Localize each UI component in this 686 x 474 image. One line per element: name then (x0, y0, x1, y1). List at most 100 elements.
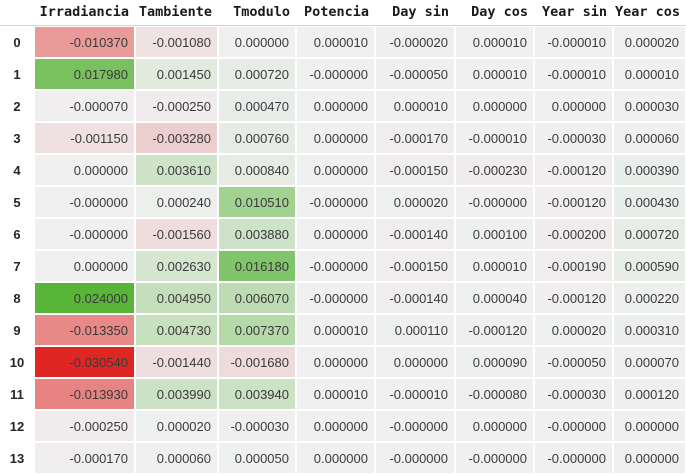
column-header-potencia: Potencia (296, 0, 375, 26)
row-index: 10 (0, 346, 34, 378)
cell: 0.001450 (135, 58, 218, 90)
cell: -0.000120 (455, 314, 534, 346)
cell: 0.000470 (218, 90, 296, 122)
row-index: 4 (0, 154, 34, 186)
cell: 0.004950 (135, 282, 218, 314)
cell: -0.000000 (534, 410, 613, 442)
cell: -0.000070 (34, 90, 135, 122)
cell: -0.000190 (534, 250, 613, 282)
cell: 0.000060 (135, 442, 218, 474)
cell: -0.030540 (34, 346, 135, 378)
header-row: Irradiancia Tambiente Tmodulo Potencia Day s… (0, 0, 686, 26)
cell: 0.000030 (613, 90, 686, 122)
cell: -0.000000 (296, 250, 375, 282)
row-index: 3 (0, 122, 34, 154)
row-index: 12 (0, 410, 34, 442)
table-row: 5 -0.000000 0.000240 0.010510 -0.000000 0.000… (0, 186, 686, 218)
cell: -0.000120 (534, 186, 613, 218)
cell: 0.017980 (34, 58, 135, 90)
row-index: 5 (0, 186, 34, 218)
cell: -0.013930 (34, 378, 135, 410)
index-header (0, 0, 34, 26)
cell: -0.000020 (375, 26, 455, 58)
table-row: 8 0.024000 0.004950 0.006070 -0.000000 -0.000… (0, 282, 686, 314)
cell: 0.000060 (613, 122, 686, 154)
cell: 0.000760 (218, 122, 296, 154)
cell: -0.000230 (455, 154, 534, 186)
cell: 0.000010 (455, 58, 534, 90)
cell: 0.000000 (296, 218, 375, 250)
cell: -0.000080 (455, 378, 534, 410)
cell: 0.000020 (135, 410, 218, 442)
cell: -0.000000 (296, 282, 375, 314)
cell: 0.000000 (534, 90, 613, 122)
row-index: 13 (0, 442, 34, 474)
cell: 0.016180 (218, 250, 296, 282)
cell: -0.000000 (296, 186, 375, 218)
cell: 0.000590 (613, 250, 686, 282)
cell: 0.004730 (135, 314, 218, 346)
cell: 0.000720 (613, 218, 686, 250)
table-body: 0 -0.010370 -0.001080 0.000000 0.000010 -0.00… (0, 26, 686, 474)
cell: -0.000030 (218, 410, 296, 442)
cell: 0.000000 (296, 122, 375, 154)
table-row: 4 0.000000 0.003610 0.000840 0.000000 -0.0001… (0, 154, 686, 186)
cell: 0.000010 (613, 58, 686, 90)
cell: 0.000000 (296, 410, 375, 442)
cell: -0.000000 (375, 410, 455, 442)
cell: 0.000000 (375, 346, 455, 378)
table-row: 12 -0.000250 0.000020 -0.000030 0.000000 -0.0… (0, 410, 686, 442)
cell: -0.000120 (534, 154, 613, 186)
cell: 0.000010 (455, 26, 534, 58)
cell: 0.003880 (218, 218, 296, 250)
cell: 0.000010 (375, 90, 455, 122)
cell: -0.000000 (375, 442, 455, 474)
table-row: 0 -0.010370 -0.001080 0.000000 0.000010 -0.00… (0, 26, 686, 58)
row-index: 9 (0, 314, 34, 346)
cell: -0.000150 (375, 154, 455, 186)
cell: -0.000000 (34, 218, 135, 250)
cell: 0.000220 (613, 282, 686, 314)
cell: -0.000150 (375, 250, 455, 282)
cell: 0.000000 (455, 90, 534, 122)
cell: 0.000720 (218, 58, 296, 90)
table-row: 3 -0.001150 -0.003280 0.000760 0.000000 -0.00… (0, 122, 686, 154)
cell: 0.003610 (135, 154, 218, 186)
cell: -0.000170 (34, 442, 135, 474)
cell: -0.000050 (534, 346, 613, 378)
cell: 0.000040 (455, 282, 534, 314)
cell: 0.024000 (34, 282, 135, 314)
column-header-day-sin: Day sin (375, 0, 455, 26)
column-header-year-sin: Year sin (534, 0, 613, 26)
table-row: 13 -0.000170 0.000060 0.000050 0.000000 -0.00… (0, 442, 686, 474)
cell: -0.000010 (455, 122, 534, 154)
cell: 0.000390 (613, 154, 686, 186)
cell: 0.000840 (218, 154, 296, 186)
row-index: 1 (0, 58, 34, 90)
cell: 0.000070 (613, 346, 686, 378)
cell: 0.000000 (613, 410, 686, 442)
cell: 0.000010 (296, 314, 375, 346)
table-row: 10 -0.030540 -0.001440 -0.001680 0.000000 0.0… (0, 346, 686, 378)
cell: -0.000030 (534, 378, 613, 410)
cell: -0.000140 (375, 282, 455, 314)
cell: -0.001680 (218, 346, 296, 378)
cell: 0.000110 (375, 314, 455, 346)
cell: 0.000240 (135, 186, 218, 218)
cell: 0.000120 (613, 378, 686, 410)
table-row: 6 -0.000000 -0.001560 0.003880 0.000000 -0.00… (0, 218, 686, 250)
cell: -0.000250 (34, 410, 135, 442)
cell: -0.000200 (534, 218, 613, 250)
cell: -0.000050 (375, 58, 455, 90)
cell: -0.000010 (534, 26, 613, 58)
cell: -0.000170 (375, 122, 455, 154)
cell: 0.000430 (613, 186, 686, 218)
cell: -0.001150 (34, 122, 135, 154)
cell: 0.000000 (34, 154, 135, 186)
cell: 0.000020 (613, 26, 686, 58)
table-row: 11 -0.013930 0.003990 0.003940 0.000010 -0.00… (0, 378, 686, 410)
table-row: 1 0.017980 0.001450 0.000720 -0.000000 -0.000… (0, 58, 686, 90)
cell: 0.000010 (455, 250, 534, 282)
column-header-tambiente: Tambiente (135, 0, 218, 26)
